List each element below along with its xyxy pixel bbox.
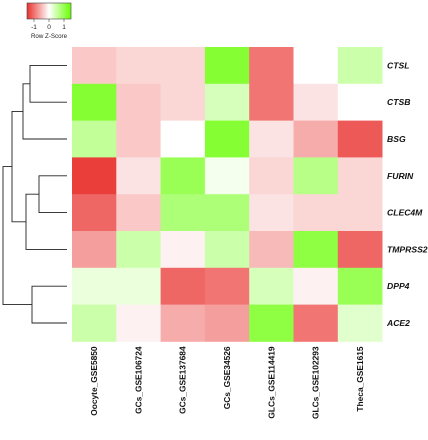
heatmap-cell-furin-4 — [249, 157, 294, 195]
heatmap-cell-bsg-5 — [293, 120, 339, 158]
heatmap-cell-ctsl-5 — [293, 47, 339, 85]
heatmap-cell-bsg-6 — [337, 120, 383, 158]
row-label-clec4m: CLEC4M — [387, 208, 423, 218]
heatmap-cell-ace2-3 — [204, 304, 250, 342]
heatmap-cell-ace2-1 — [116, 304, 161, 342]
color-key-tick-label: -1 — [31, 24, 37, 31]
column-labels: Oocyte_GSE5850 GCs_GSE106724 GCs_GSE137684… — [89, 346, 365, 419]
heatmap-cell-furin-3 — [204, 157, 250, 195]
heatmap-cell-dpp4-5 — [293, 267, 339, 305]
heatmap-cell-ctsl-0 — [72, 47, 117, 85]
heatmap-cell-ctsl-1 — [116, 47, 161, 85]
dendrogram-branch-3 — [25, 193, 67, 250]
heatmap-cell-clec4m-5 — [293, 194, 339, 232]
heatmap-cell-bsg-2 — [160, 120, 206, 158]
heatmap-cell-tmprss2-6 — [337, 231, 383, 269]
heatmap-cell-dpp4-4 — [249, 267, 294, 305]
heatmap-cell-ace2-6 — [337, 304, 383, 342]
color-key: -1 0 1 Row Z-Score — [26, 2, 72, 40]
heatmap-cell-ctsl-4 — [249, 47, 294, 85]
heatmap-cell-ctsb-3 — [204, 83, 250, 121]
dendrogram-branch-0 — [29, 64, 67, 103]
heatmap-cells — [72, 47, 383, 342]
color-key-gradient — [26, 2, 72, 20]
heatmap-cell-clec4m-2 — [160, 194, 206, 232]
row-label-dpp4: DPP4 — [387, 281, 410, 291]
heatmap-cell-clec4m-6 — [337, 194, 383, 232]
heatmap-cell-tmprss2-4 — [249, 231, 294, 269]
heatmap-cell-clec4m-1 — [116, 194, 161, 232]
heatmap-cell-ctsb-5 — [293, 83, 339, 121]
heatmap-cell-dpp4-0 — [72, 267, 117, 305]
column-label-0: Oocyte_GSE5850 — [89, 346, 99, 416]
row-label-ace2: ACE2 — [386, 318, 410, 328]
heatmap-cell-ctsl-2 — [160, 47, 206, 85]
heatmap-cell-furin-6 — [337, 157, 383, 195]
heatmap-cell-tmprss2-1 — [116, 231, 161, 269]
row-labels: CTSL CTSB BSG FURIN CLEC4M TMPRSS2 DPP4 ACE2 — [386, 60, 428, 328]
heatmap-cell-furin-1 — [116, 157, 161, 195]
heatmap-cell-tmprss2-3 — [204, 231, 250, 269]
row-label-ctsl: CTSL — [387, 60, 409, 70]
column-label-3: GCs_GSE34526 — [222, 346, 232, 409]
heatmap-cell-clec4m-3 — [204, 194, 250, 232]
column-label-5: GLCs_GSE102293 — [311, 346, 321, 419]
heatmap-cell-dpp4-1 — [116, 267, 161, 305]
heatmap-cell-ctsl-3 — [204, 47, 250, 85]
row-label-furin: FURIN — [387, 171, 414, 181]
heatmap-cell-ctsb-1 — [116, 83, 161, 121]
heatmap-cell-ctsb-4 — [249, 83, 294, 121]
heatmap-cell-bsg-1 — [116, 120, 161, 158]
heatmap-cell-ace2-5 — [293, 304, 339, 342]
heatmap-cell-dpp4-6 — [337, 267, 383, 305]
row-label-ctsb: CTSB — [387, 97, 410, 107]
heatmap-cell-ace2-0 — [72, 304, 117, 342]
row-label-tmprss2: TMPRSS2 — [387, 244, 428, 254]
heatmap-cell-tmprss2-2 — [160, 231, 206, 269]
heatmap-cell-furin-5 — [293, 157, 339, 195]
dendrogram-branch-2 — [38, 175, 67, 214]
dendrogram-branch-6 — [2, 166, 32, 306]
heatmap-cell-bsg-0 — [72, 120, 117, 158]
color-key-tick-label: 0 — [47, 24, 51, 31]
row-label-bsg: BSG — [387, 134, 406, 144]
heatmap-cell-ace2-4 — [249, 304, 294, 342]
column-label-6: Theca_GSE1615 — [355, 346, 365, 412]
row-dendrogram — [2, 64, 67, 324]
heatmap-cell-clec4m-0 — [72, 194, 117, 232]
color-key-tick-label: 1 — [62, 24, 66, 31]
column-label-4: GLCs_GSE114419 — [266, 346, 276, 419]
heatmap-cell-bsg-3 — [204, 120, 250, 158]
heatmap-cell-clec4m-4 — [249, 194, 294, 232]
heatmap-cell-ctsl-6 — [337, 47, 383, 85]
color-key-title: Row Z-Score — [31, 33, 68, 40]
heatmap-cell-tmprss2-0 — [72, 231, 117, 269]
heatmap-cell-dpp4-3 — [204, 267, 250, 305]
column-label-2: GCs_GSE137684 — [178, 346, 188, 414]
dendrogram-branch-4 — [31, 285, 67, 324]
heatmap-cell-furin-0 — [72, 157, 117, 195]
column-label-1: GCs_GSE106724 — [133, 346, 143, 414]
heatmap-cell-dpp4-2 — [160, 267, 206, 305]
heatmap-cell-ctsb-0 — [72, 83, 117, 121]
dendrogram-branch-5 — [11, 110, 26, 223]
heatmap-cell-tmprss2-5 — [293, 231, 339, 269]
heatmap-cell-furin-2 — [160, 157, 206, 195]
heatmap-cell-ace2-2 — [160, 304, 206, 342]
heatmap-cell-bsg-4 — [249, 120, 294, 158]
heatmap-cell-ctsb-6 — [337, 83, 383, 121]
heatmap-cell-ctsb-2 — [160, 83, 206, 121]
